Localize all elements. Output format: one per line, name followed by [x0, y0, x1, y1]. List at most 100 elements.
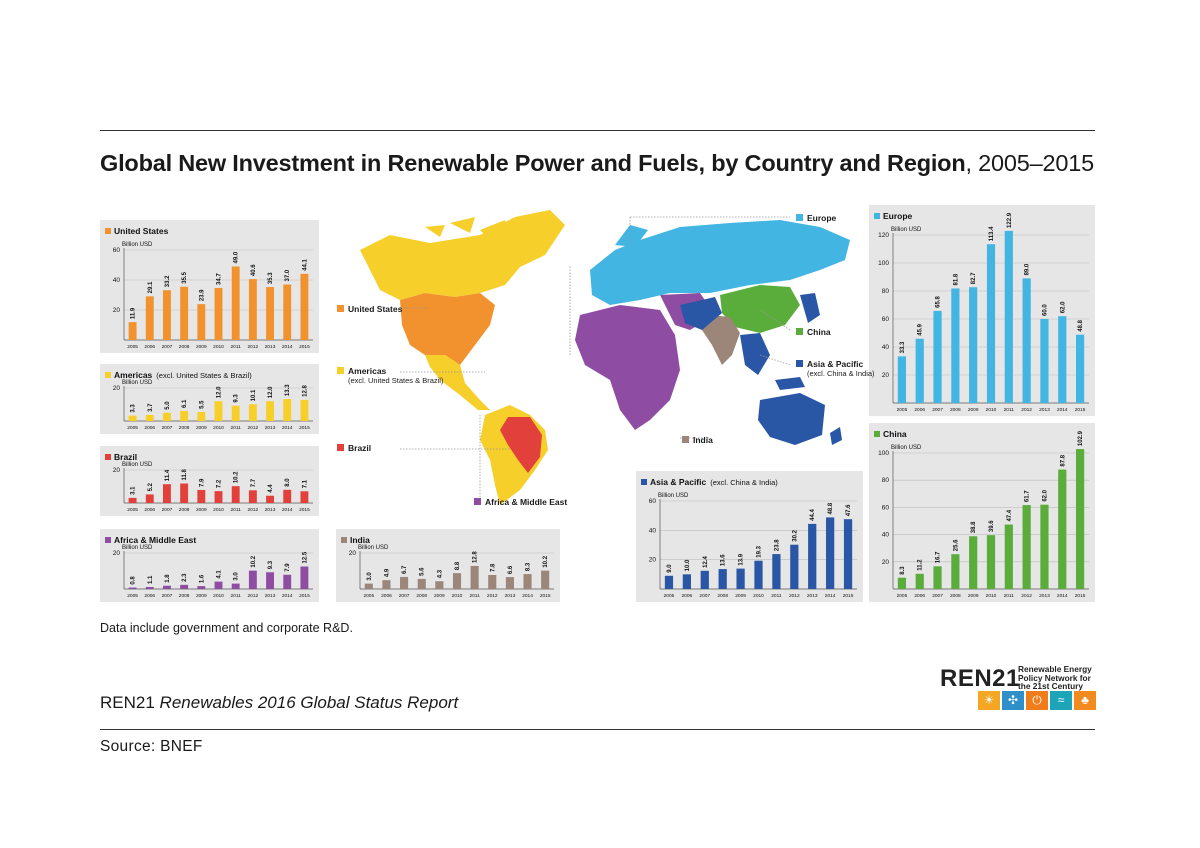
us-xtick-label: 2005 [127, 344, 138, 350]
europe-bar-2012 [1022, 278, 1031, 403]
china-bar-2010 [986, 535, 996, 589]
americas-ytick-label: 20 [113, 385, 121, 392]
asia-chart-subtitle: (excl. China & India) [710, 478, 778, 487]
swatch-india [682, 436, 689, 443]
brazil-bar-2007 [163, 484, 171, 503]
europe-xtick-label: 2010 [986, 407, 997, 413]
africa-xtick-label: 2009 [196, 593, 207, 599]
water-icon: ≈ [1050, 691, 1072, 710]
us-xtick-label: 2006 [144, 344, 155, 350]
asia-bar-2012 [790, 544, 799, 589]
europe-ytick-label: 80 [882, 288, 890, 295]
brazil-bar-2014 [283, 489, 292, 503]
americas-xtick-label: 2009 [196, 425, 207, 431]
asia-value-label: 13.9 [739, 553, 745, 565]
asia-value-label: 23.8 [774, 539, 780, 551]
europe-bar-2014 [1058, 316, 1067, 403]
europe-bar-2015 [1075, 334, 1085, 403]
us-value-label: 33.2 [165, 275, 171, 287]
europe-bar-2008 [951, 288, 960, 403]
asia-xtick-label: 2009 [735, 593, 746, 599]
india-xtick-label: 2007 [399, 593, 410, 599]
china-value-label: 8.3 [900, 566, 906, 575]
china-bar-2012 [1022, 505, 1031, 589]
asia-bar-2009 [736, 568, 745, 589]
us-value-label: 35.3 [268, 272, 274, 284]
africa-chart-title: Africa & Middle East [114, 535, 196, 545]
us-bar-2005 [128, 322, 137, 340]
asia-value-label: 9.0 [667, 564, 673, 573]
china-title-swatch [874, 431, 880, 437]
us-xtick-label: 2015 [299, 344, 310, 350]
india-xtick-label: 2005 [363, 593, 374, 599]
map-label-india: India [682, 435, 713, 445]
europe-xtick-label: 2007 [932, 407, 943, 413]
report-title: REN21 Renewables 2016 Global Status Repo… [100, 693, 459, 712]
americas-chart-svg: Americas (excl. United States & Brazil)Bi… [105, 370, 313, 431]
africa-xtick-label: 2015 [299, 593, 310, 599]
brazil-xtick-label: 2005 [127, 507, 138, 513]
china-ytick-label: 20 [882, 559, 890, 566]
africa-xtick-label: 2014 [282, 593, 293, 599]
us-bar-2011 [231, 266, 240, 340]
africa-xtick-label: 2006 [144, 593, 155, 599]
europe-ytick-label: 40 [882, 344, 890, 351]
us-ylabel: Billion USD [122, 242, 153, 248]
americas-value-label: 13.3 [285, 384, 291, 396]
chart-india: India Billion USD 20 3.0 2005 4.9 2006 6.7 2007 5… [336, 529, 560, 602]
americas-bar-2012 [248, 404, 257, 421]
europe-bar-2007 [933, 310, 942, 403]
china-xtick-label: 2011 [1004, 593, 1015, 599]
brazil-bar-2015 [300, 491, 309, 503]
china-value-label: 62.0 [1042, 489, 1048, 501]
india-bar-2011 [470, 565, 479, 589]
us-value-label: 49.0 [234, 251, 240, 263]
asia-xtick-label: 2010 [753, 593, 764, 599]
asia-chart-title: Asia & Pacific (excl. China & India) [650, 477, 778, 487]
map-label-asia-pacific: Asia & Pacific (excl. China & India) [796, 359, 875, 379]
brazil-xtick-label: 2011 [231, 507, 242, 513]
chart-united-states: United States Billion USD 20 40 60 11.9 2005 29… [100, 220, 319, 353]
us-xtick-label: 2014 [282, 344, 293, 350]
chart-brazil: Brazil Billion USD 20 3.1 2005 5.2 2006 11.4 200… [100, 446, 319, 516]
asia-value-label: 44.4 [810, 509, 816, 521]
map-north-america [360, 210, 565, 410]
chart-europe: Europe Billion USD 20 40 60 80 100 120 33.3 2005 4… [869, 205, 1095, 416]
asia-xtick-label: 2006 [682, 593, 693, 599]
china-xtick-label: 2010 [986, 593, 997, 599]
asia-xtick-label: 2008 [717, 593, 728, 599]
americas-value-label: 6.1 [182, 399, 188, 408]
india-bar-2015 [541, 570, 550, 589]
us-title-swatch [105, 228, 111, 234]
europe-xtick-label: 2011 [1004, 407, 1015, 413]
top-rule [100, 130, 1095, 131]
africa-bar-2011 [231, 583, 240, 589]
map-label-brazil: Brazil [337, 443, 371, 453]
europe-bar-2009 [969, 287, 978, 403]
swatch-china [796, 328, 803, 335]
india-bar-2010 [452, 573, 462, 589]
chart-americas: Americas (excl. United States & Brazil) Bi… [100, 364, 319, 434]
americas-value-label: 5.0 [165, 401, 171, 410]
india-xtick-label: 2014 [522, 593, 533, 599]
asia-value-label: 10.0 [685, 559, 691, 571]
asia-xtick-label: 2012 [789, 593, 800, 599]
brazil-xtick-label: 2007 [162, 507, 173, 513]
us-bar-2014 [283, 284, 292, 340]
india-value-label: 12.8 [473, 551, 479, 563]
americas-xtick-label: 2015 [299, 425, 310, 431]
europe-value-label: 62.0 [1060, 301, 1066, 313]
us-value-label: 35.5 [182, 271, 188, 283]
map-europe-russia [590, 220, 850, 305]
africa-value-label: 9.3 [268, 560, 274, 569]
map-brazil [500, 417, 542, 473]
brazil-value-label: 5.2 [148, 482, 154, 491]
africa-value-label: 7.9 [285, 563, 291, 572]
europe-ytick-label: 100 [878, 260, 889, 267]
europe-value-label: 89.0 [1025, 263, 1031, 275]
us-bar-2007 [163, 290, 171, 340]
china-chart-title: China [883, 429, 907, 439]
bottom-rule [100, 729, 1095, 730]
